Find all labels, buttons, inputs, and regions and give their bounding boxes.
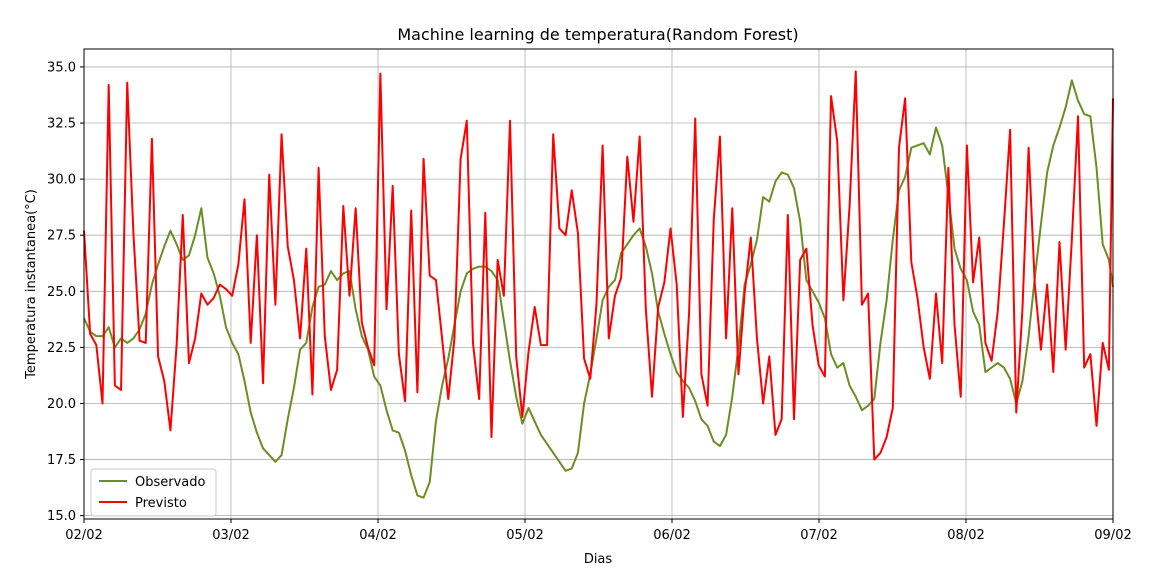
- x-tick-label: 07/02: [800, 528, 837, 543]
- y-axis-title: Temperatura instantanea(°C): [24, 189, 39, 380]
- y-tick-label: 27.5: [47, 229, 76, 244]
- x-tick-label: 08/02: [947, 528, 984, 543]
- x-tick-label: 09/02: [1094, 528, 1131, 543]
- y-tick-label: 22.5: [47, 341, 76, 356]
- x-tick-label: 04/02: [359, 528, 396, 543]
- y-tick-label: 30.0: [47, 173, 76, 188]
- x-tick-label: 02/02: [65, 528, 102, 543]
- x-tick-label: 06/02: [653, 528, 690, 543]
- plot-area-frame: [83, 48, 1114, 520]
- y-tick-label: 25.0: [47, 285, 76, 300]
- x-axis-title: Dias: [584, 552, 613, 567]
- chart-title: Machine learning de temperatura(Random F…: [397, 25, 798, 44]
- legend-label-previsto: Previsto: [135, 496, 187, 511]
- legend-label-observado: Observado: [135, 475, 206, 490]
- y-tick-label: 20.0: [47, 397, 76, 412]
- y-tick-label: 17.5: [47, 453, 76, 468]
- series-line-previsto: [83, 70, 1114, 461]
- y-tick-label: 15.0: [47, 509, 76, 524]
- x-tick-label: 03/02: [212, 528, 249, 543]
- y-tick-label: 32.5: [47, 117, 76, 132]
- series-line-observado: [83, 79, 1114, 499]
- y-tick-label: 35.0: [47, 60, 76, 75]
- legend: Observado Previsto: [90, 468, 217, 517]
- x-tick-label: 05/02: [506, 528, 543, 543]
